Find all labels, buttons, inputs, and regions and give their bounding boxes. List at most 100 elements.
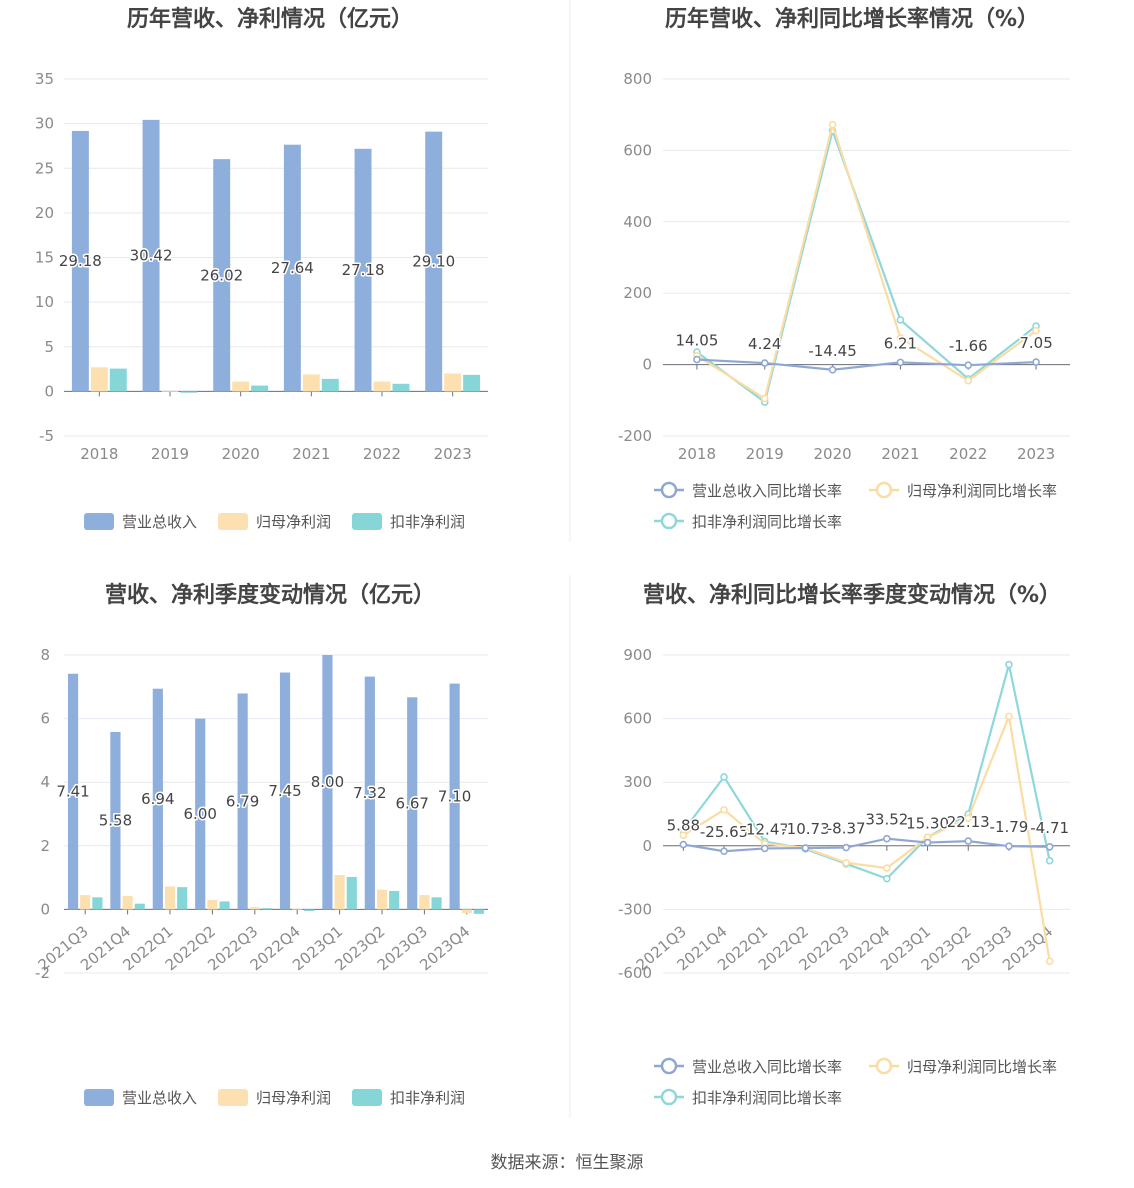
y-tick-label: 900: [623, 646, 652, 664]
data-point: [883, 864, 891, 872]
bar: [302, 374, 320, 392]
data-label: 26.02: [200, 266, 243, 284]
bar: [161, 390, 179, 392]
bar: [449, 683, 460, 910]
data-point: [760, 359, 769, 367]
x-tick-label: 2019: [746, 445, 784, 463]
y-tick-label: -5: [39, 427, 54, 445]
data-label: 6.94: [141, 790, 174, 808]
bar: [164, 886, 176, 910]
x-tick-label: 2021: [292, 445, 330, 463]
chart-title: 历年营收、净利情况（亿元）: [127, 6, 413, 32]
bar: [261, 908, 273, 910]
data-point: [1045, 842, 1054, 851]
bar: [444, 373, 462, 392]
x-tick-label: 2020: [813, 445, 851, 463]
y-tick-label: 4: [40, 773, 50, 791]
bar: [134, 903, 145, 910]
data-point: [760, 394, 769, 403]
bar: [207, 899, 218, 910]
data-point: [923, 838, 932, 847]
legend-swatch-marker: [660, 512, 678, 530]
quarterly-revenue-profit-chart: 营收、净利季度变动情况（亿元）-2024682021Q32021Q42022Q1…: [35, 582, 488, 1107]
data-point: [720, 805, 728, 814]
bar: [392, 383, 410, 392]
legend-label: 营业总收入同比增长率: [692, 482, 842, 500]
legend-swatch-marker: [875, 1057, 893, 1075]
data-point: [828, 120, 837, 129]
y-tick-label: 800: [623, 70, 652, 88]
legend-swatch-marker: [660, 1088, 678, 1106]
data-point: [896, 316, 905, 324]
data-point: [842, 858, 850, 867]
legend-swatch-marker: [660, 481, 678, 499]
data-label: 15.30: [906, 815, 949, 833]
y-tick-label: 0: [642, 837, 652, 855]
data-label: -14.45: [808, 342, 856, 360]
data-point: [801, 844, 810, 852]
x-tick-label: 2023: [1017, 445, 1055, 463]
y-tick-label: -600: [618, 964, 652, 982]
data-point: [896, 358, 905, 367]
bar: [90, 367, 108, 392]
bar: [142, 119, 160, 392]
data-label: 5.88: [667, 817, 700, 835]
legend-swatch: [352, 513, 382, 530]
y-tick-label: 25: [35, 159, 54, 177]
bar: [177, 887, 188, 910]
data-label: -1.66: [949, 337, 988, 355]
bar: [219, 901, 230, 910]
legend-swatch-marker: [660, 1057, 678, 1075]
data-point: [964, 814, 973, 823]
series-line: [696, 126, 1037, 404]
data-point: [679, 831, 688, 840]
data-point: [720, 773, 728, 781]
annual-revenue-profit-chart: 历年营收、净利情况（亿元） -5 0 5 10 15 20 25 30 35 2018 2019 202…: [35, 6, 488, 531]
y-tick-label: 0: [642, 356, 652, 374]
bar: [122, 896, 133, 910]
data-label: 6.67: [396, 794, 429, 812]
y-tick-label: 5: [44, 338, 54, 356]
bar: [425, 131, 443, 392]
bar: [463, 374, 481, 392]
quarterly-growth-rate-chart: 营收、净利同比增长率季度变动情况（%）-600-3000300600900202…: [618, 582, 1071, 1107]
data-point: [896, 334, 905, 342]
data-point: [1045, 856, 1054, 865]
data-point: [964, 361, 973, 369]
data-label: 27.18: [342, 261, 385, 279]
data-label: 27.64: [271, 259, 314, 277]
data-point: [883, 874, 891, 883]
legend-label: 归母净利润同比增长率: [907, 482, 1057, 500]
y-tick-label: 30: [35, 115, 54, 133]
data-label: 7.10: [438, 788, 471, 806]
data-label: -12.47: [741, 820, 789, 838]
data-point: [1005, 842, 1013, 850]
bar: [279, 672, 291, 910]
data-label: 6.00: [184, 805, 217, 823]
annual-growth-rate-chart: 历年营收、净利同比增长率情况（%） -200 0 200 400 600 800 2018 20…: [618, 6, 1070, 531]
data-label: 29.10: [412, 253, 455, 271]
legend-label: 归母净利润: [256, 1089, 331, 1107]
data-label: -1.79: [990, 818, 1029, 836]
data-point: [828, 365, 837, 374]
bar: [473, 909, 485, 914]
data-point: [1005, 712, 1013, 721]
legend-swatch: [218, 513, 248, 530]
legend-swatch: [218, 1089, 248, 1106]
x-tick-label: 2018: [678, 445, 716, 463]
bar: [461, 909, 472, 914]
y-tick-label: -300: [618, 900, 652, 918]
y-tick-label: 0: [44, 382, 54, 400]
legend-label: 扣非净利润: [390, 1089, 465, 1107]
data-label: 33.52: [865, 811, 908, 829]
y-tick-label: -200: [618, 427, 652, 445]
bar: [152, 688, 163, 910]
legend-label: 归母净利润: [256, 513, 331, 531]
data-point: [842, 843, 850, 852]
data-point: [1045, 957, 1054, 966]
bar: [364, 676, 375, 910]
bar: [292, 908, 303, 910]
bar: [80, 895, 91, 910]
data-label: -25.65: [700, 823, 748, 841]
chart-title: 历年营收、净利同比增长率情况（%）: [665, 6, 1039, 32]
